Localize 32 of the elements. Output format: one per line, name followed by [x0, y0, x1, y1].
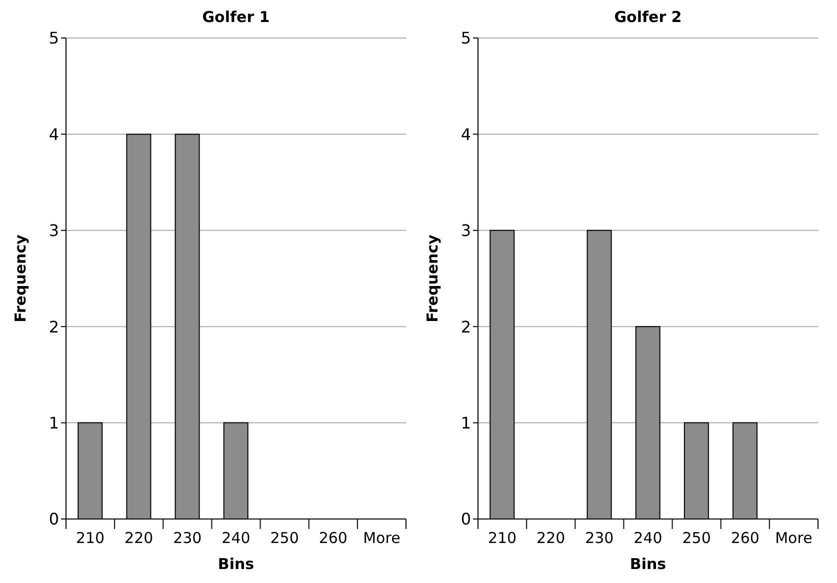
x-tick-label: More [775, 529, 812, 547]
y-tick-label: 3 [460, 221, 471, 240]
y-tick-label: 4 [460, 124, 471, 144]
x-tick-label: More [363, 529, 400, 547]
x-tick-label: 250 [682, 529, 711, 547]
y-tick-label: 1 [48, 413, 59, 432]
y-tick-label: 5 [48, 28, 59, 48]
y-tick-label: 0 [48, 510, 59, 529]
x-tick-label: 250 [270, 529, 299, 547]
x-axis-title: Bins [218, 555, 254, 573]
y-tick-label: 2 [460, 317, 471, 336]
y-axis-title: Frequency [11, 234, 30, 322]
y-tick-label: 3 [48, 221, 59, 240]
x-axis-title: Bins [630, 555, 666, 573]
x-tick-label: 240 [222, 529, 250, 547]
x-tick-label: 220 [124, 529, 154, 547]
y-axis-title: Frequency [423, 234, 442, 322]
x-tick-label: 220 [536, 529, 566, 547]
chart-title: Golfer 2 [613, 8, 683, 28]
x-tick-label: 240 [634, 529, 662, 547]
x-tick-label: 230 [173, 529, 202, 547]
y-tick-label: 5 [460, 28, 471, 48]
x-tick-label: 260 [730, 529, 760, 547]
chart-title: Golfer 1 [201, 8, 271, 28]
x-tick-label: 260 [318, 529, 348, 547]
x-tick-label: 210 [488, 529, 517, 547]
x-tick-label: 210 [76, 529, 105, 547]
y-tick-label: 2 [48, 317, 59, 336]
y-tick-label: 4 [48, 124, 59, 144]
y-tick-label: 0 [460, 510, 471, 529]
y-tick-label: 1 [460, 413, 471, 432]
x-tick-label: 230 [585, 529, 614, 547]
